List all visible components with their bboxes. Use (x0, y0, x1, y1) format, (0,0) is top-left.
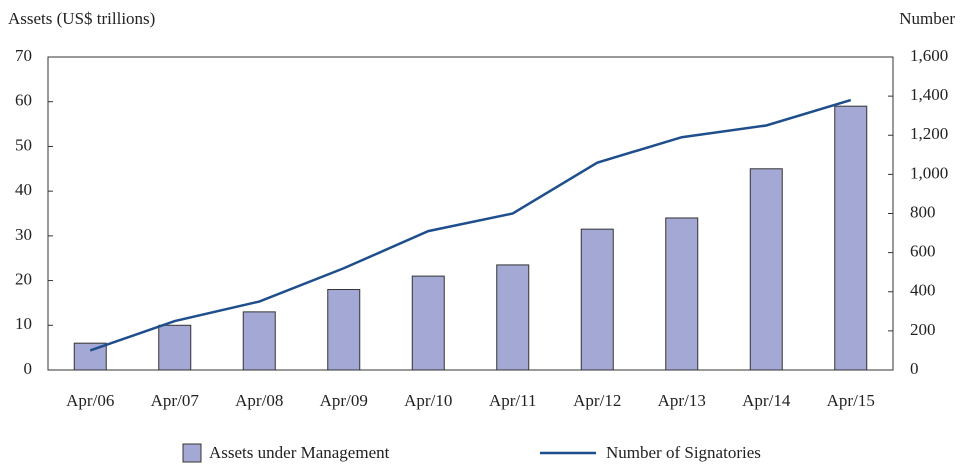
y2-tick-label: 600 (910, 242, 936, 261)
x-tick-label: Apr/14 (742, 391, 791, 410)
x-tick-label: Apr/07 (151, 391, 200, 410)
y2-axis-label: Number (899, 9, 955, 28)
legend-swatch (182, 443, 202, 463)
y-tick-label: 70 (15, 46, 32, 65)
y-tick-label: 20 (15, 269, 32, 288)
y2-tick-label: 800 (910, 202, 936, 221)
y2-tick-label: 400 (910, 281, 936, 300)
legend-label: Assets under Management (209, 443, 390, 462)
bar (749, 168, 783, 371)
bar (496, 264, 530, 371)
x-tick-label: Apr/10 (404, 391, 452, 410)
x-tick-label: Apr/12 (573, 391, 621, 410)
y-tick-label: 40 (15, 180, 32, 199)
y2-tick-label: 200 (910, 320, 936, 339)
x-tick-label: Apr/06 (66, 391, 114, 410)
bar (158, 324, 192, 371)
y2-tick-label: 1,200 (910, 124, 948, 143)
y-axis-label: Assets (US$ trillions) (8, 9, 155, 28)
bar (327, 289, 361, 371)
y-tick-label: 30 (15, 225, 32, 244)
bar (411, 275, 445, 371)
line (89, 98, 852, 352)
y-tick-label: 0 (24, 359, 33, 378)
x-tick-label: Apr/15 (827, 391, 875, 410)
x-tick-label: Apr/08 (235, 391, 283, 410)
legend-label: Number of Signatories (606, 443, 761, 462)
y-tick-label: 50 (15, 135, 32, 154)
x-tick-label: Apr/09 (320, 391, 368, 410)
y2-tick-label: 0 (910, 359, 919, 378)
bar (834, 105, 868, 371)
x-tick-label: Apr/13 (658, 391, 706, 410)
y-tick-label: 10 (15, 314, 32, 333)
y2-tick-label: 1,000 (910, 163, 948, 182)
y-tick-label: 60 (15, 91, 32, 110)
y2-tick-label: 1,400 (910, 85, 948, 104)
bar (665, 217, 699, 371)
y2-tick-label: 1,600 (910, 46, 948, 65)
bar (580, 228, 614, 371)
bar (242, 311, 276, 371)
x-tick-label: Apr/11 (489, 391, 537, 410)
